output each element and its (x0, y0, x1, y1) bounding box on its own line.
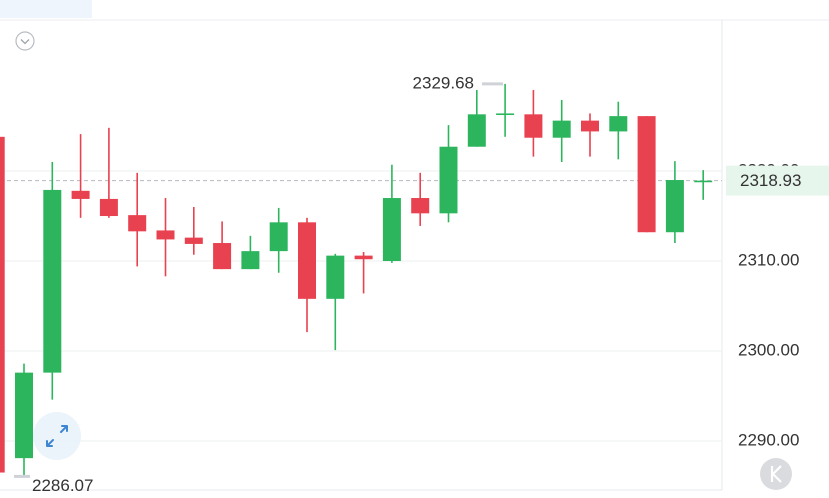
candle-body (581, 120, 599, 132)
candle-body (411, 198, 430, 214)
candle-body (0, 136, 5, 473)
collapse-button[interactable] (15, 31, 35, 51)
candle-body (552, 120, 571, 138)
last-price-label: 2318.93 (740, 171, 801, 190)
candle-body (382, 198, 401, 262)
last-price-box (726, 165, 829, 196)
candle-body (694, 180, 713, 183)
candle-body (184, 237, 203, 244)
candle-body (609, 116, 628, 132)
candle-body (637, 116, 656, 233)
candle-body (99, 198, 118, 217)
candle-body (298, 222, 316, 299)
candle-body (241, 251, 260, 270)
labels: 2290.002300.002310.002320.002318.932329.… (14, 73, 829, 495)
candle-body (15, 372, 33, 459)
candle-body (156, 230, 175, 240)
candle-body (665, 180, 684, 233)
candle-body (43, 189, 62, 373)
candle-body (213, 243, 232, 270)
candle-body (128, 215, 147, 232)
candle-body (467, 114, 486, 147)
candle-body (496, 113, 515, 116)
k-button[interactable] (760, 458, 792, 490)
candle-body (354, 255, 373, 260)
candle-body (269, 222, 288, 252)
y-tick-label: 2310.00 (738, 251, 799, 270)
candles (0, 83, 713, 477)
low-marker-label: 2286.07 (32, 476, 93, 495)
candle-body (71, 190, 90, 199)
y-tick-label: 2300.00 (738, 341, 799, 360)
high-marker-label: 2329.68 (413, 73, 474, 92)
y-tick-label: 2290.00 (738, 431, 799, 450)
tab-strip (0, 0, 92, 18)
candle-body (524, 114, 543, 138)
candle-body (326, 255, 345, 299)
expand-button[interactable] (33, 412, 81, 460)
grid (0, 170, 722, 442)
candle-body (439, 146, 458, 214)
